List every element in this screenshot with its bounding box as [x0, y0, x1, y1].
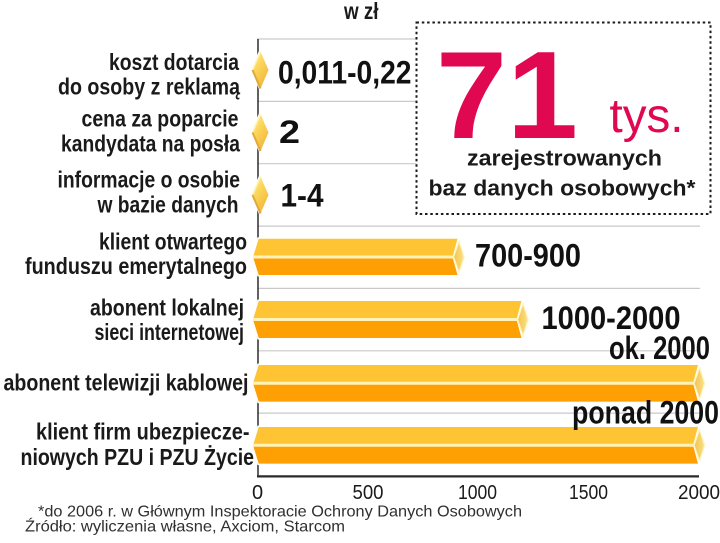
svg-text:tys.: tys. — [610, 90, 684, 143]
svg-text:klient otwartego: klient otwartego — [99, 229, 247, 255]
svg-text:kandydata na posła: kandydata na posła — [61, 131, 240, 157]
svg-text:700-900: 700-900 — [475, 237, 581, 273]
svg-text:*do 2006 r. w Głównym Inspekto: *do 2006 r. w Głównym Inspektoracie Ochr… — [38, 504, 522, 521]
svg-text:baz danych osobowych*: baz danych osobowych* — [429, 176, 696, 201]
svg-text:1000: 1000 — [458, 482, 497, 504]
svg-text:zarejestrowanych: zarejestrowanych — [467, 146, 662, 171]
svg-text:0,011-0,22: 0,011-0,22 — [278, 55, 412, 91]
svg-text:niowych PZU i PZU Życie: niowych PZU i PZU Życie — [21, 444, 255, 470]
svg-text:do osoby z reklamą: do osoby z reklamą — [58, 74, 240, 100]
svg-text:2: 2 — [279, 114, 300, 150]
svg-text:funduszu emerytalnego: funduszu emerytalnego — [25, 253, 247, 279]
svg-text:2000: 2000 — [678, 482, 720, 504]
svg-text:abonent telewizji kablowej: abonent telewizji kablowej — [4, 370, 249, 396]
svg-text:71: 71 — [436, 27, 578, 165]
svg-text:klient firm ubezpiecze-: klient firm ubezpiecze- — [36, 419, 250, 445]
svg-text:Źródło: wyliczenia własne, Axc: Źródło: wyliczenia własne, Axciom, Starc… — [25, 517, 345, 536]
svg-text:ponad 2000: ponad 2000 — [572, 395, 719, 431]
svg-text:1-4: 1-4 — [281, 178, 324, 214]
svg-text:ok. 2000: ok. 2000 — [609, 330, 710, 366]
svg-text:0: 0 — [252, 482, 263, 504]
svg-text:500: 500 — [353, 482, 384, 504]
svg-text:1000-2000: 1000-2000 — [542, 300, 681, 336]
svg-text:sieci internetowej: sieci internetowej — [95, 319, 245, 345]
svg-text:1500: 1500 — [569, 482, 608, 504]
svg-text:abonent lokalnej: abonent lokalnej — [90, 295, 244, 321]
svg-text:informacje o osobie: informacje o osobie — [58, 167, 241, 193]
svg-text:w bazie danych: w bazie danych — [97, 192, 239, 218]
svg-text:cena za poparcie: cena za poparcie — [82, 106, 239, 132]
svg-text:w zł: w zł — [343, 0, 379, 24]
svg-text:koszt dotarcia: koszt dotarcia — [109, 49, 239, 75]
